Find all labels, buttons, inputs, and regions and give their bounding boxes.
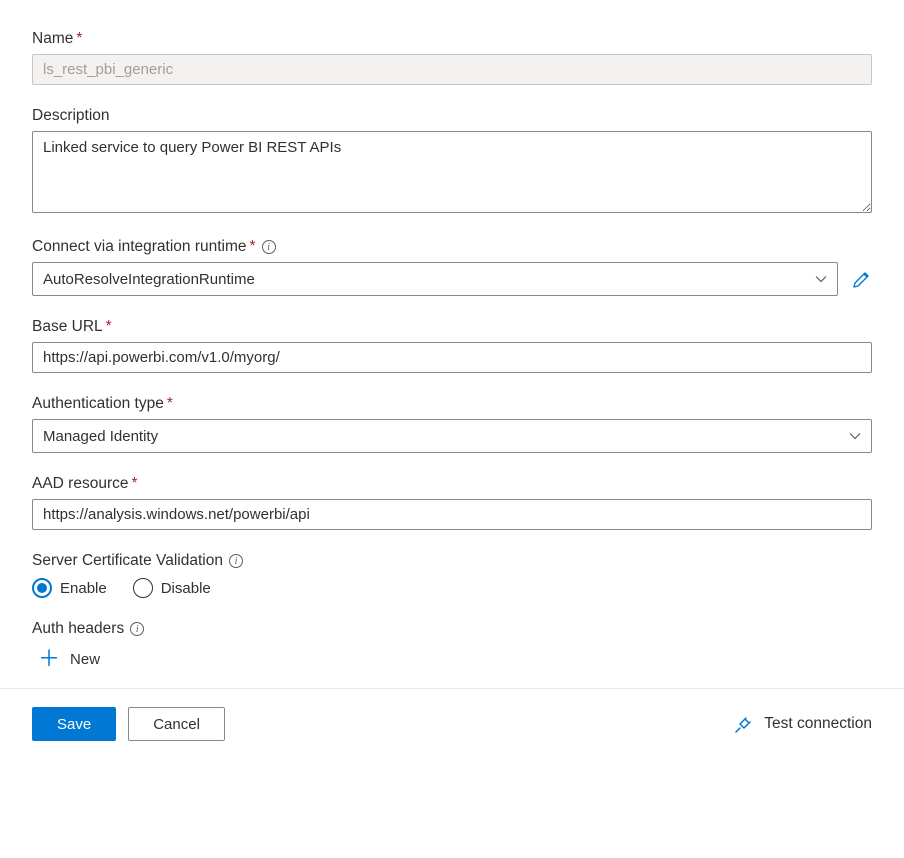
new-auth-header-button[interactable]: ＋ New [32, 644, 106, 674]
new-label: New [70, 651, 100, 668]
required-asterisk: * [106, 318, 112, 335]
aad-resource-group: AAD resource* [32, 475, 872, 530]
integration-runtime-label: Connect via integration runtime* [32, 238, 256, 256]
auth-type-label: Authentication type* [32, 395, 173, 413]
aad-resource-label: AAD resource* [32, 475, 138, 493]
cert-disable-radio[interactable]: Disable [133, 578, 211, 598]
auth-headers-label: Auth headers [32, 620, 124, 638]
info-icon[interactable]: i [229, 554, 243, 568]
plus-icon: ＋ [38, 648, 60, 670]
description-field-group: Description Linked service to query Powe… [32, 107, 872, 216]
chevron-down-icon [849, 430, 861, 442]
base-url-input[interactable] [32, 342, 872, 373]
description-label: Description [32, 107, 110, 125]
auth-headers-group: Auth headers i ＋ New [32, 620, 872, 674]
integration-runtime-value: AutoResolveIntegrationRuntime [43, 271, 255, 288]
auth-type-group: Authentication type* Managed Identity [32, 395, 872, 453]
auth-type-value: Managed Identity [43, 428, 158, 445]
aad-resource-input[interactable] [32, 499, 872, 530]
required-asterisk: * [131, 475, 137, 492]
base-url-group: Base URL* [32, 318, 872, 373]
name-label: Name* [32, 30, 82, 48]
integration-runtime-select[interactable]: AutoResolveIntegrationRuntime [32, 262, 838, 296]
radio-selected-icon [32, 578, 52, 598]
cert-validation-label: Server Certificate Validation [32, 552, 223, 570]
plug-icon [734, 714, 754, 734]
info-icon[interactable]: i [130, 622, 144, 636]
info-icon[interactable]: i [262, 240, 276, 254]
cert-disable-label: Disable [161, 580, 211, 597]
radio-unselected-icon [133, 578, 153, 598]
base-url-label: Base URL* [32, 318, 112, 336]
chevron-down-icon [815, 273, 827, 285]
auth-type-select[interactable]: Managed Identity [32, 419, 872, 453]
required-asterisk: * [250, 238, 256, 255]
cancel-button[interactable]: Cancel [128, 707, 225, 741]
edit-icon[interactable] [852, 269, 872, 289]
name-input[interactable] [32, 54, 872, 85]
name-field-group: Name* [32, 30, 872, 85]
test-connection-label: Test connection [764, 715, 872, 733]
required-asterisk: * [167, 395, 173, 412]
footer-bar: Save Cancel Test connection [0, 688, 904, 765]
cert-enable-radio[interactable]: Enable [32, 578, 107, 598]
test-connection-button[interactable]: Test connection [734, 714, 872, 734]
required-asterisk: * [76, 30, 82, 47]
integration-runtime-group: Connect via integration runtime* i AutoR… [32, 238, 872, 296]
cert-validation-group: Server Certificate Validation i Enable D… [32, 552, 872, 598]
save-button[interactable]: Save [32, 707, 116, 741]
cert-enable-label: Enable [60, 580, 107, 597]
description-textarea[interactable]: Linked service to query Power BI REST AP… [32, 131, 872, 213]
